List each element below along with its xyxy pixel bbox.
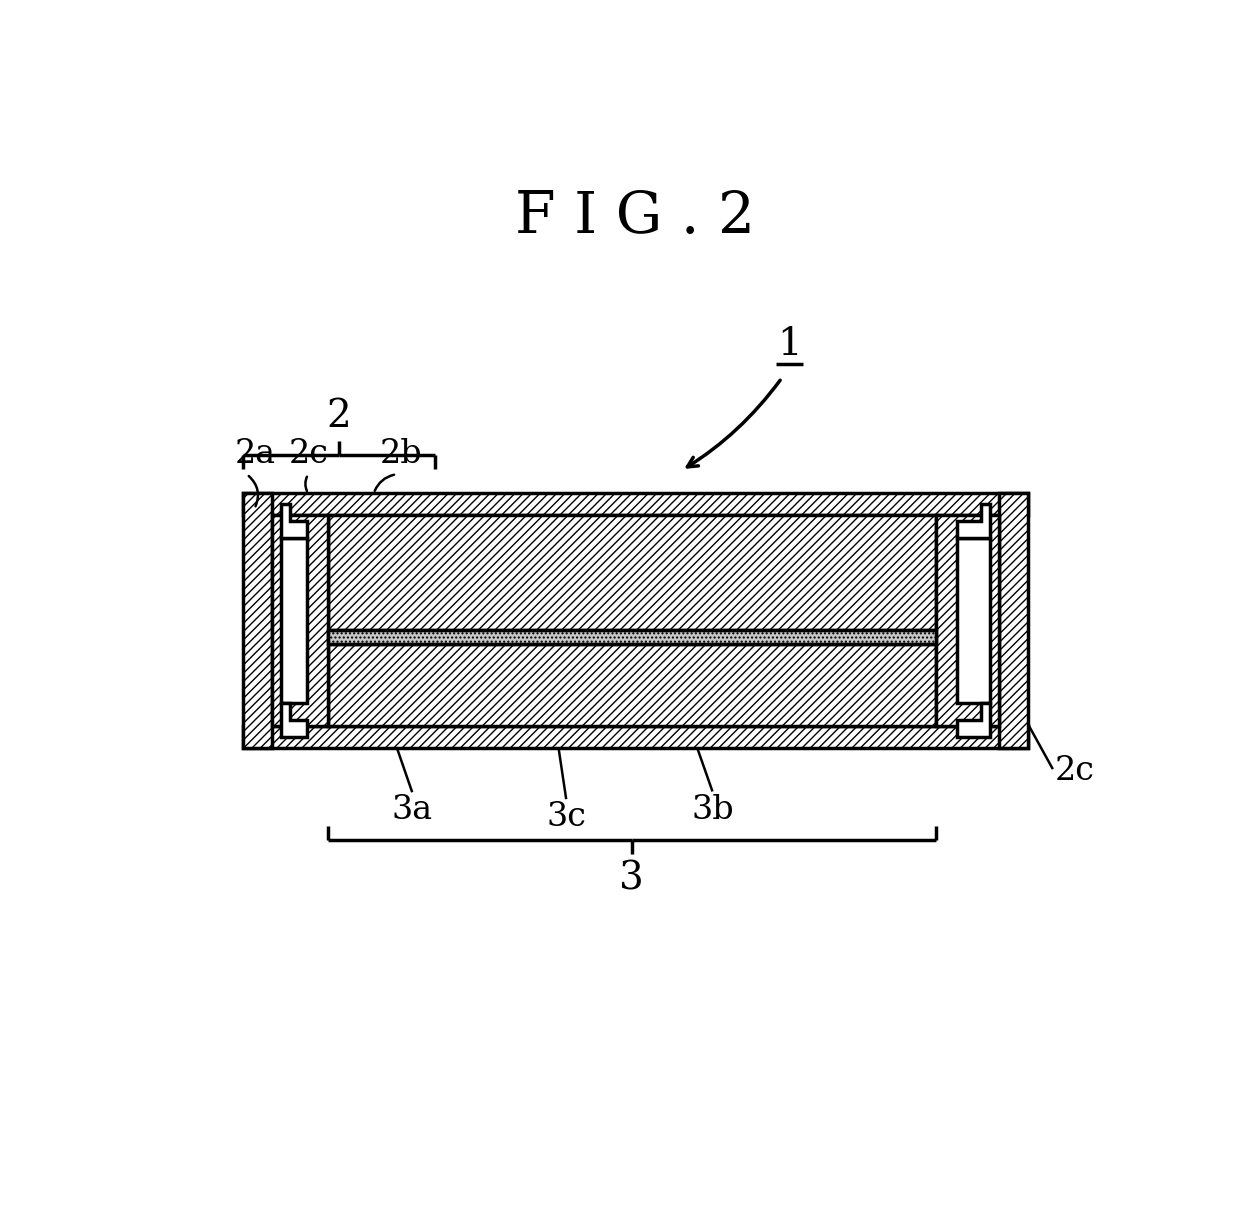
Text: 2a: 2a — [236, 439, 277, 470]
Polygon shape — [243, 493, 272, 748]
Polygon shape — [243, 726, 1028, 748]
Text: F I G . 2: F I G . 2 — [516, 189, 755, 245]
Polygon shape — [936, 515, 999, 726]
Text: 2c: 2c — [1055, 755, 1095, 787]
Text: 3b: 3b — [691, 794, 734, 825]
Polygon shape — [281, 504, 306, 538]
Polygon shape — [327, 645, 936, 726]
Polygon shape — [956, 703, 990, 737]
Polygon shape — [327, 630, 936, 645]
Text: 3a: 3a — [392, 794, 433, 825]
Text: 2: 2 — [326, 398, 351, 435]
Text: 1: 1 — [777, 326, 802, 362]
Text: 3c: 3c — [547, 801, 587, 834]
Polygon shape — [956, 538, 990, 703]
Polygon shape — [281, 538, 306, 703]
Polygon shape — [281, 703, 306, 737]
Polygon shape — [243, 493, 1028, 515]
Text: 2c: 2c — [289, 439, 329, 470]
Polygon shape — [272, 515, 327, 726]
Text: 2b: 2b — [379, 439, 422, 470]
Polygon shape — [956, 504, 990, 538]
Text: 3: 3 — [619, 861, 644, 897]
Polygon shape — [999, 493, 1028, 748]
Polygon shape — [327, 515, 936, 630]
